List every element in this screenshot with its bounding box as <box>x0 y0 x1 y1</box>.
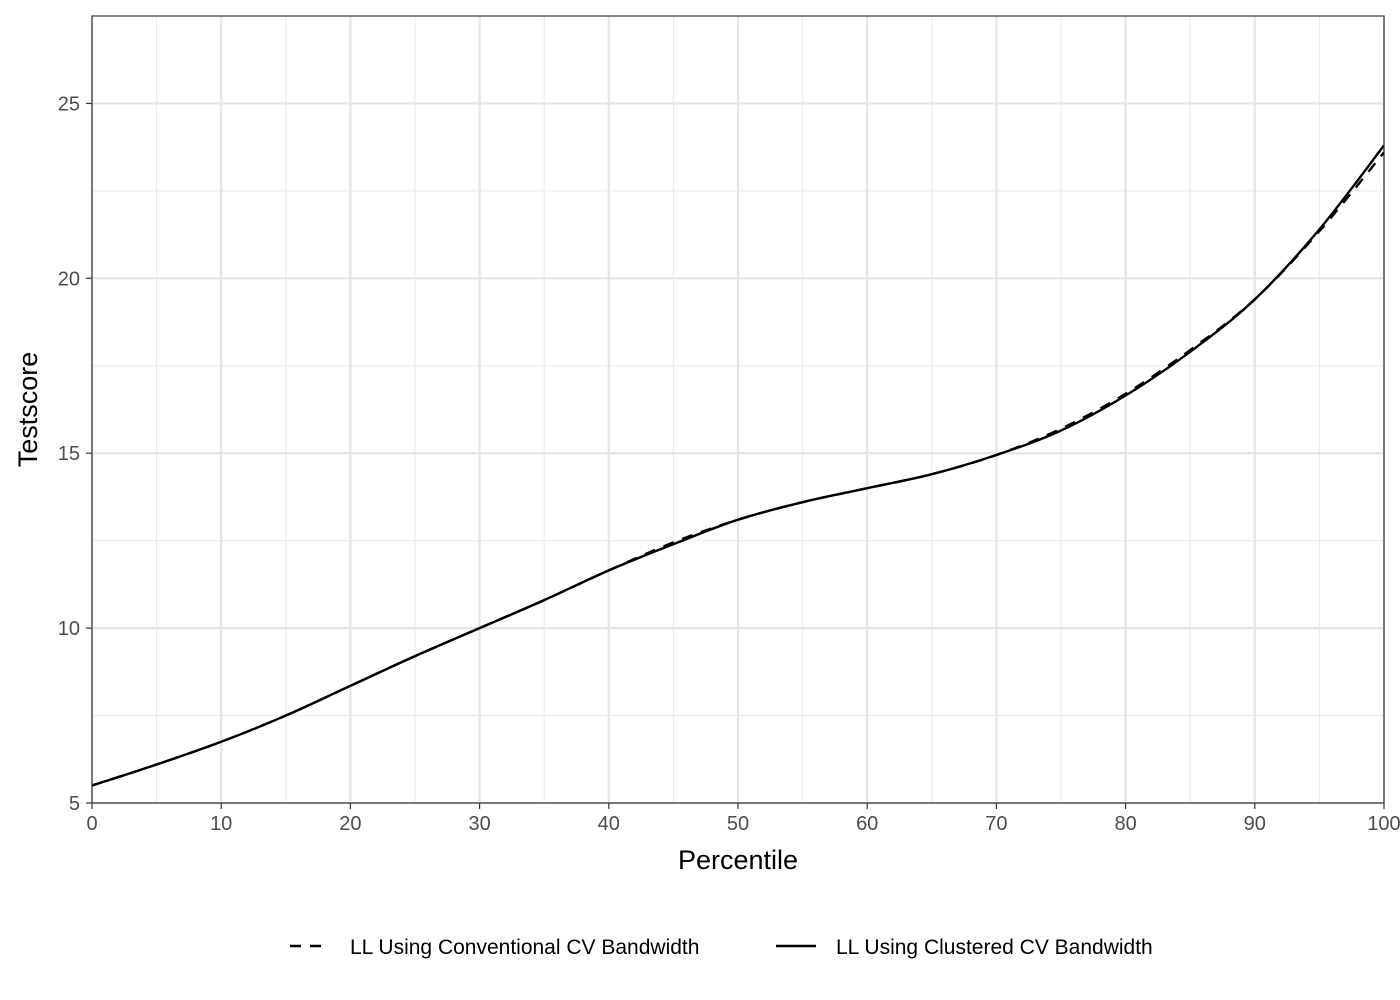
x-tick-label: 100 <box>1367 813 1400 835</box>
x-tick-label: 80 <box>1114 813 1136 835</box>
y-tick-label: 20 <box>58 268 80 290</box>
x-tick-label: 70 <box>985 813 1007 835</box>
x-axis: 0 10 20 30 40 50 60 70 80 90 100 <box>86 803 1400 835</box>
y-tick-label: 25 <box>58 93 80 115</box>
y-tick-label: 5 <box>69 793 80 815</box>
x-axis-title: Percentile <box>678 845 798 875</box>
series-layer <box>91 144 1385 787</box>
x-tick-label: 30 <box>468 813 490 835</box>
x-tick-label: 60 <box>856 813 878 835</box>
x-tick-label: 90 <box>1244 813 1266 835</box>
y-tick-label: 10 <box>58 618 80 640</box>
y-axis: 5 10 15 20 25 <box>58 93 92 815</box>
legend-label-clustered: LL Using Clustered CV Bandwidth <box>836 936 1153 959</box>
x-tick-label: 40 <box>598 813 620 835</box>
x-tick-label: 20 <box>339 813 361 835</box>
legend: LL Using Conventional CV Bandwidth LL Us… <box>290 936 1153 959</box>
series-line-clustered <box>91 144 1385 787</box>
x-tick-label: 0 <box>86 813 97 835</box>
legend-label-conventional: LL Using Conventional CV Bandwidth <box>350 936 699 959</box>
x-tick-label: 10 <box>210 813 232 835</box>
x-tick-label: 50 <box>727 813 749 835</box>
y-tick-label: 15 <box>58 443 80 465</box>
y-axis-title: Testscore <box>13 352 43 468</box>
